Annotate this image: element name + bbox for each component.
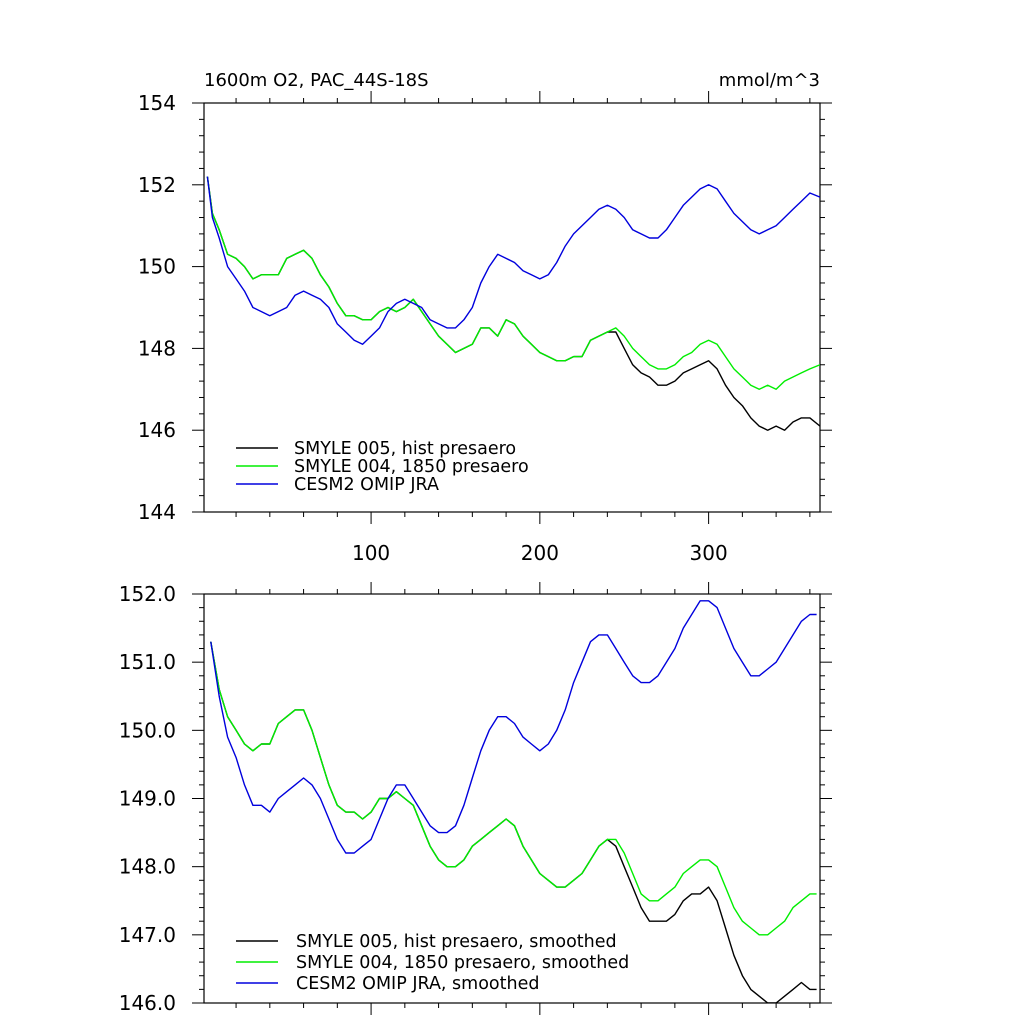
y-tick-label: 147.0 (119, 923, 176, 947)
legend-label: CESM2 OMIP JRA (294, 475, 439, 495)
series-line-3 (210, 600, 817, 854)
chart-title: 1600m O2, PAC_44S-18S (204, 70, 429, 91)
series-line-1 (206, 176, 820, 431)
series-line-2 (206, 176, 820, 390)
series-line-2 (210, 641, 817, 936)
legend-label: SMYLE 005, hist presaero, smoothed (296, 932, 617, 952)
chart-panel-2: 146.0 147.0 148.0 149.0 150.0 151.0 152.0 SMYLE… (119, 582, 832, 1015)
y-tick-label: 152 (138, 173, 176, 197)
y-tick-label: 150.0 (119, 718, 176, 742)
y-tick-label: 148 (138, 336, 176, 360)
y-tick-label: 149.0 (119, 787, 176, 811)
x-tick-label: 300 (690, 541, 728, 565)
y-tick-label: 151.0 (119, 650, 176, 674)
chart-panel-1: 100 200 300 144 146 148 150 152 154 1600m O2, PAC… (138, 70, 832, 565)
legend-label: CESM2 OMIP JRA, smoothed (296, 974, 539, 994)
legend-label: SMYLE 005, hist presaero (294, 439, 516, 459)
y-tick-label: 148.0 (119, 855, 176, 879)
legend-label: SMYLE 004, 1850 presaero (294, 457, 529, 477)
plot-frame (203, 102, 821, 513)
y-tick-label: 144 (138, 500, 176, 524)
y-tick-label: 146 (138, 418, 176, 442)
y-tick-label: 146.0 (119, 991, 176, 1015)
legend: SMYLE 005, hist presaero, smoothedSMYLE … (236, 932, 629, 994)
x-tick-label: 200 (521, 541, 559, 565)
units-label: mmol/m^3 (719, 70, 820, 91)
legend-label: SMYLE 004, 1850 presaero, smoothed (296, 953, 629, 973)
series-line-3 (206, 176, 820, 345)
y-tick-label: 152.0 (119, 582, 176, 606)
y-tick-label: 154 (138, 91, 176, 115)
y-tick-label: 150 (138, 255, 176, 279)
x-tick-label: 100 (352, 541, 390, 565)
